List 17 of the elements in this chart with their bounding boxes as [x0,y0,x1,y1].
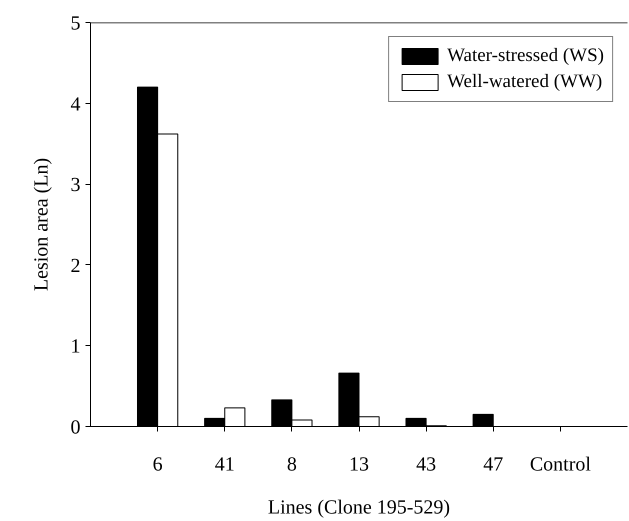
x-tick-label: 43 [416,454,436,476]
x-tick-label: 8 [286,454,297,476]
y-tick-label: 0 [70,416,80,438]
legend-label: Well-watered (WW) [447,71,602,93]
y-axis-title: Lesion area (Ln) [30,158,52,292]
y-tick-label: 3 [70,174,80,196]
y-tick-label: 1 [70,336,80,358]
x-tick-label: 41 [214,454,235,476]
y-tick-label: 5 [70,12,80,34]
y-tick-label: 2 [70,254,80,277]
x-tick-label: 13 [349,454,369,476]
x-tick-label: Control [530,454,592,476]
legend-label: Water-stressed (WS) [447,45,604,67]
x-axis-title: Lines (Clone 195-529) [268,496,450,518]
y-tick-label: 4 [70,93,80,116]
x-tick-label: 6 [152,454,163,476]
x-tick-label: 47 [483,454,504,476]
